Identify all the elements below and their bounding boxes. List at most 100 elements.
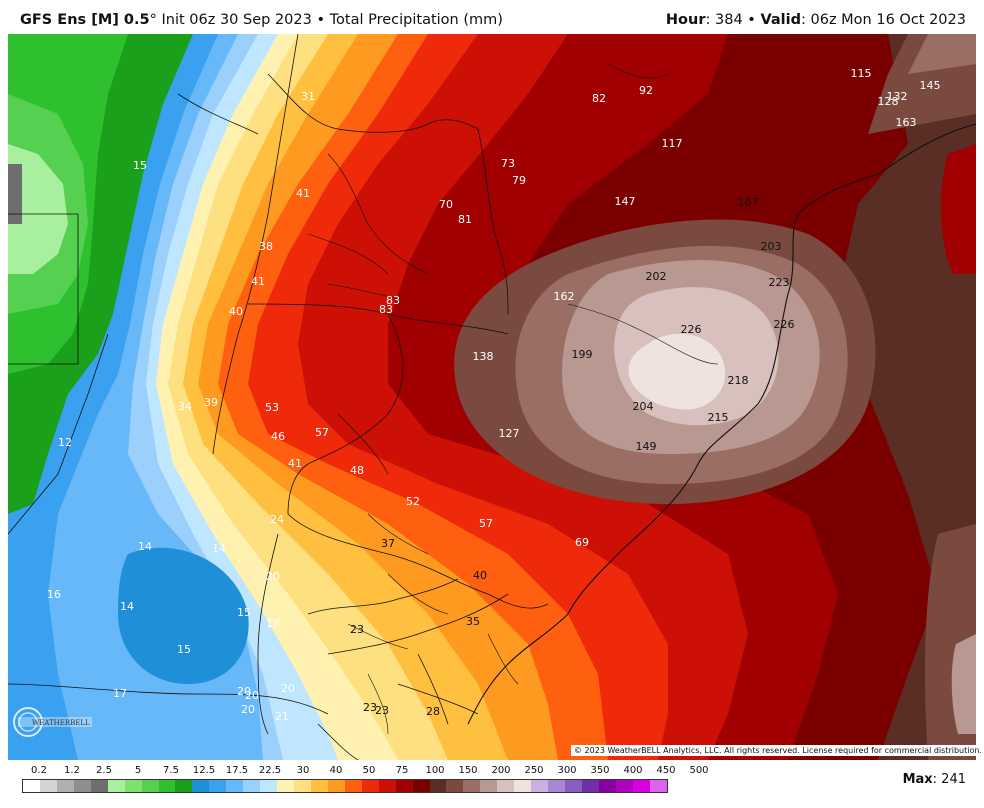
colorbar-swatch (124, 780, 142, 792)
copyright-notice: © 2023 WeatherBELL Analytics, LLC. All r… (571, 745, 984, 756)
contour-value-label: 46 (271, 430, 285, 443)
contour-value-label: 92 (639, 84, 653, 97)
contour-value-label: 162 (553, 290, 575, 303)
colorbar-swatch (344, 780, 362, 792)
contour-value-label: 204 (632, 400, 654, 413)
header: GFS Ens [M] 0.5° Init 06z 30 Sep 2023 • … (0, 0, 984, 34)
title-bullet: • (316, 12, 326, 28)
coastline (467, 123, 976, 725)
contour-value-label: 34 (178, 400, 192, 413)
contour-fill (908, 34, 976, 74)
contour-value-label: 37 (381, 537, 395, 550)
contour-value-label: 40 (229, 305, 243, 318)
colorbar-swatch (548, 780, 565, 792)
contour-fill (8, 164, 22, 224)
colorbar-swatch (497, 780, 515, 792)
contour-value-label: 14 (212, 542, 226, 555)
colorbar-tick-label: 100 (425, 765, 445, 776)
colorbar-tick-label: 500 (689, 765, 709, 776)
colorbar-swatch (73, 780, 91, 792)
model-name: GFS Ens [M] 0.5 (20, 12, 150, 28)
max-number: : 241 (932, 772, 966, 787)
contour-value-label: 15 (237, 606, 251, 619)
max-label: Max (902, 772, 933, 787)
contour-fill (628, 333, 726, 410)
contour-value-label: 81 (458, 213, 472, 226)
contour-value-label: 127 (498, 427, 520, 440)
colorbar-swatch (378, 780, 396, 792)
colorbar-swatch (395, 780, 413, 792)
colorbar-tick-label: 400 (623, 765, 643, 776)
contour-value-label: 35 (466, 615, 480, 628)
contour-value-label: 82 (592, 92, 606, 105)
contour-value-label: 132 (886, 90, 908, 103)
contour-value-label: 167 (737, 196, 759, 209)
colorbar-swatch (480, 780, 498, 792)
state-borders (8, 34, 549, 760)
colorbar-tick-label: 17.5 (225, 765, 249, 776)
hour-value: : 384 (705, 12, 743, 28)
colorbar-swatch (209, 780, 227, 792)
contour-value-label: 15 (177, 643, 191, 656)
colorbar-swatch (294, 780, 311, 792)
contour-value-label: 23 (375, 704, 389, 717)
colorbar-swatch (39, 780, 57, 792)
contour-value-label: 218 (727, 374, 749, 387)
colorbar-swatch (446, 780, 464, 792)
field-name: Total Precipitation (mm) (329, 12, 503, 28)
contour-value-label: 70 (439, 198, 453, 211)
colorbar (22, 779, 668, 793)
contour-value-label: 20 (237, 685, 251, 698)
colorbar-swatch (531, 780, 549, 792)
contour-value-label: 23 (350, 623, 364, 636)
contour-value-label: 20 (245, 689, 259, 702)
contour-value-label: 21 (275, 710, 289, 723)
contour-value-label: 138 (472, 350, 494, 363)
init-time: Init 06z 30 Sep 2023 (161, 12, 312, 28)
colorbar-swatch (463, 780, 481, 792)
colorbar-swatch (192, 780, 210, 792)
contour-value-label: 226 (680, 323, 702, 336)
contour-value-label: 128 (877, 95, 899, 108)
contour-value-label: 14 (138, 540, 152, 553)
contour-value-label: 18 (266, 617, 280, 630)
colorbar-tick-label: 7.5 (163, 765, 179, 776)
contour-value-label: 73 (501, 157, 515, 170)
colorbar-swatch (158, 780, 176, 792)
weatherbell-logo-icon: WEATHERBELL (13, 707, 92, 737)
info-bullet: • (747, 12, 756, 28)
colorbar-swatch (56, 780, 74, 792)
colorbar-tick-label: 150 (458, 765, 478, 776)
colorbar-tick-label: 200 (491, 765, 511, 776)
colorbar-tick-label: 12.5 (192, 765, 216, 776)
colorbar-swatch (565, 780, 582, 792)
contour-value-label: 199 (571, 348, 593, 361)
colorbar-swatch (514, 780, 532, 792)
contour-value-label: 163 (895, 116, 917, 129)
colorbar-swatch (141, 780, 159, 792)
colorbar-swatch (412, 780, 430, 792)
contour-fill (118, 547, 249, 684)
max-value: Max: 241 (903, 772, 966, 787)
colorbar-tick-label: 300 (557, 765, 577, 776)
contour-value-label: 117 (661, 137, 683, 150)
colorbar-swatch (361, 780, 379, 792)
colorbar-tick-label: 350 (590, 765, 610, 776)
inner-borders (307, 63, 719, 735)
colorbar-tick-label: 40 (329, 765, 343, 776)
colorbar-swatch (277, 780, 294, 792)
contour-value-label: 145 (919, 79, 941, 92)
contour-value-label: 23 (363, 701, 377, 714)
contour-value-label: 41 (288, 457, 302, 470)
map-canvas (8, 34, 976, 760)
contour-value-label: 24 (270, 513, 284, 526)
valid-time-info: Hour: 384 • Valid: 06z Mon 16 Oct 2023 (666, 12, 966, 28)
colorbar-swatch (23, 780, 40, 792)
contour-value-label: 15 (133, 159, 147, 172)
hour-label: Hour (665, 12, 706, 28)
colorbar-swatch (226, 780, 244, 792)
contour-value-label: 79 (512, 174, 526, 187)
contour-fill (951, 634, 976, 734)
logo-text: WEATHERBELL (32, 719, 90, 727)
contour-value-label: 17 (113, 687, 127, 700)
